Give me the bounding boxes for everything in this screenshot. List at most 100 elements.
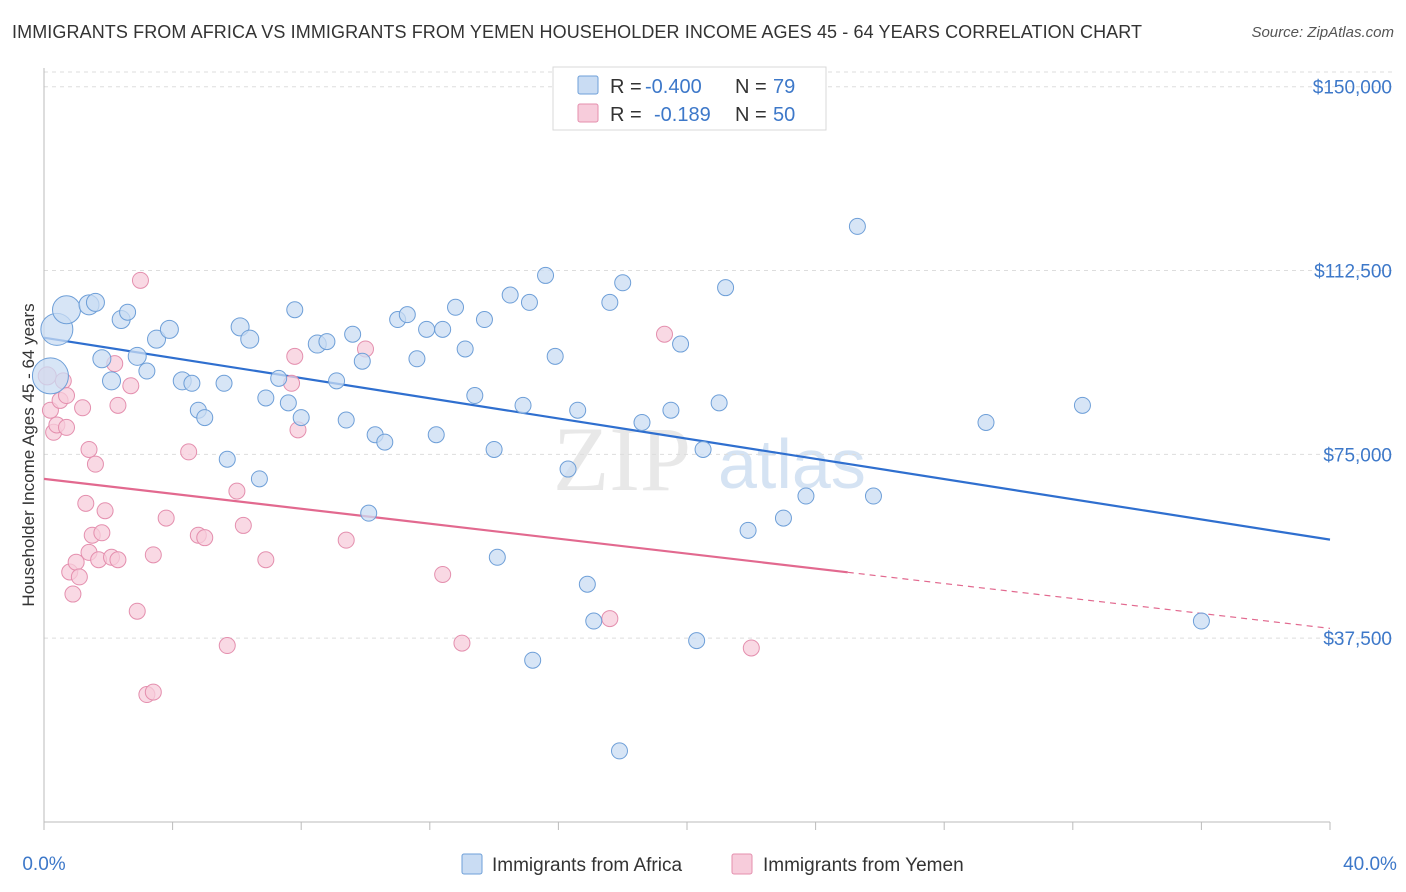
yemen-point bbox=[196, 529, 214, 547]
yemen-point bbox=[58, 387, 76, 405]
africa-point bbox=[1073, 396, 1091, 414]
africa-point bbox=[475, 311, 493, 329]
africa-point bbox=[688, 632, 706, 650]
africa-point bbox=[569, 401, 587, 419]
yemen-point bbox=[180, 443, 198, 461]
y-tick-label: $75,000 bbox=[1323, 445, 1392, 466]
africa-point bbox=[694, 440, 712, 458]
africa-point bbox=[524, 651, 542, 669]
watermark-zip: ZIP bbox=[553, 408, 691, 510]
yemen-point bbox=[157, 509, 175, 527]
yemen-point bbox=[58, 418, 76, 436]
bottom-legend-label-africa: Immigrants from Africa bbox=[492, 855, 682, 876]
legend-r-label-yemen: R = bbox=[610, 104, 642, 126]
africa-point bbox=[447, 298, 465, 316]
africa-point bbox=[585, 612, 603, 630]
yemen-point bbox=[144, 546, 162, 564]
y-tick-label: $150,000 bbox=[1313, 78, 1392, 99]
africa-point bbox=[92, 349, 112, 369]
yemen-point bbox=[453, 634, 471, 652]
africa-point bbox=[672, 335, 690, 353]
africa-point bbox=[864, 487, 882, 505]
x-tick-label: 0.0% bbox=[22, 854, 65, 875]
africa-point bbox=[119, 303, 137, 321]
africa-point bbox=[537, 266, 555, 284]
africa-point bbox=[546, 347, 564, 365]
africa-point bbox=[774, 509, 792, 527]
y-axis-label: Householder Income Ages 45 - 64 years bbox=[19, 303, 38, 606]
y-tick-label: $112,500 bbox=[1314, 262, 1392, 283]
africa-point bbox=[127, 346, 147, 366]
trend-lines bbox=[43, 336, 1331, 629]
africa-point bbox=[353, 352, 371, 370]
yemen-point bbox=[96, 502, 114, 520]
legend-n-value-africa: 79 bbox=[773, 76, 795, 98]
tick-labels: $37,500 $75,000 $112,500 $150,000 0.0% 40.0% bbox=[22, 78, 1397, 875]
africa-point bbox=[337, 411, 355, 429]
yemen-point bbox=[742, 639, 760, 657]
africa-point bbox=[466, 387, 484, 405]
yemen-point bbox=[64, 585, 82, 603]
africa-point bbox=[147, 329, 167, 349]
yemen-point bbox=[128, 602, 146, 620]
africa-point bbox=[408, 350, 426, 368]
africa-point bbox=[797, 487, 815, 505]
africa-point bbox=[434, 320, 452, 338]
yemen-point bbox=[86, 455, 104, 473]
gridlines bbox=[44, 71, 1392, 639]
africa-point bbox=[218, 450, 236, 468]
yemen-point bbox=[77, 494, 95, 512]
yemen-point bbox=[93, 524, 111, 542]
africa-point bbox=[250, 470, 268, 488]
africa-point bbox=[257, 389, 275, 407]
africa-point bbox=[977, 413, 995, 431]
yemen-point bbox=[80, 440, 98, 458]
africa-point bbox=[196, 409, 214, 427]
top-legend: R = -0.400 N = 79 R = -0.189 N = 50 bbox=[552, 66, 827, 131]
africa-point bbox=[614, 274, 632, 292]
bottom-legend-swatch-africa bbox=[461, 853, 483, 875]
yemen-point bbox=[601, 610, 619, 628]
africa-point bbox=[610, 742, 628, 760]
africa-point bbox=[633, 413, 651, 431]
legend-n-label-africa: N = bbox=[735, 76, 767, 98]
africa-point bbox=[578, 575, 596, 593]
africa-point bbox=[318, 333, 336, 351]
africa-point bbox=[488, 548, 506, 566]
bottom-legend: Immigrants from Africa Immigrants from Y… bbox=[461, 853, 964, 876]
y-tick-label: $37,500 bbox=[1323, 629, 1392, 650]
africa-point bbox=[514, 396, 532, 414]
africa-point bbox=[427, 426, 445, 444]
yemen-point bbox=[234, 516, 252, 534]
africa-trend-line bbox=[43, 336, 1331, 541]
axes bbox=[43, 68, 1331, 830]
africa-point bbox=[159, 319, 179, 339]
africa-point bbox=[710, 394, 728, 412]
yemen-point bbox=[218, 637, 236, 655]
africa-point bbox=[376, 433, 394, 451]
africa-point bbox=[456, 340, 474, 358]
africa-point bbox=[102, 371, 122, 391]
yemen-point bbox=[122, 377, 140, 395]
yemen-point bbox=[131, 271, 149, 289]
africa-point bbox=[85, 292, 105, 312]
africa-point bbox=[848, 217, 866, 235]
bottom-legend-swatch-yemen bbox=[731, 853, 753, 875]
data-points bbox=[31, 217, 1210, 760]
africa-point bbox=[215, 374, 233, 392]
yemen-point bbox=[655, 325, 673, 343]
yemen-point bbox=[286, 347, 304, 365]
yemen-trend-line-extension bbox=[847, 571, 1331, 629]
yemen-point bbox=[109, 396, 127, 414]
africa-point bbox=[559, 460, 577, 478]
africa-point bbox=[1192, 612, 1210, 630]
legend-r-value-yemen: -0.189 bbox=[654, 104, 711, 126]
africa-point bbox=[31, 357, 69, 395]
yemen-point bbox=[434, 565, 452, 583]
africa-point bbox=[286, 301, 304, 319]
africa-point bbox=[292, 409, 310, 427]
bottom-legend-label-yemen: Immigrants from Yemen bbox=[763, 855, 964, 876]
africa-point bbox=[739, 521, 757, 539]
yemen-point bbox=[70, 568, 88, 586]
africa-point bbox=[662, 401, 680, 419]
